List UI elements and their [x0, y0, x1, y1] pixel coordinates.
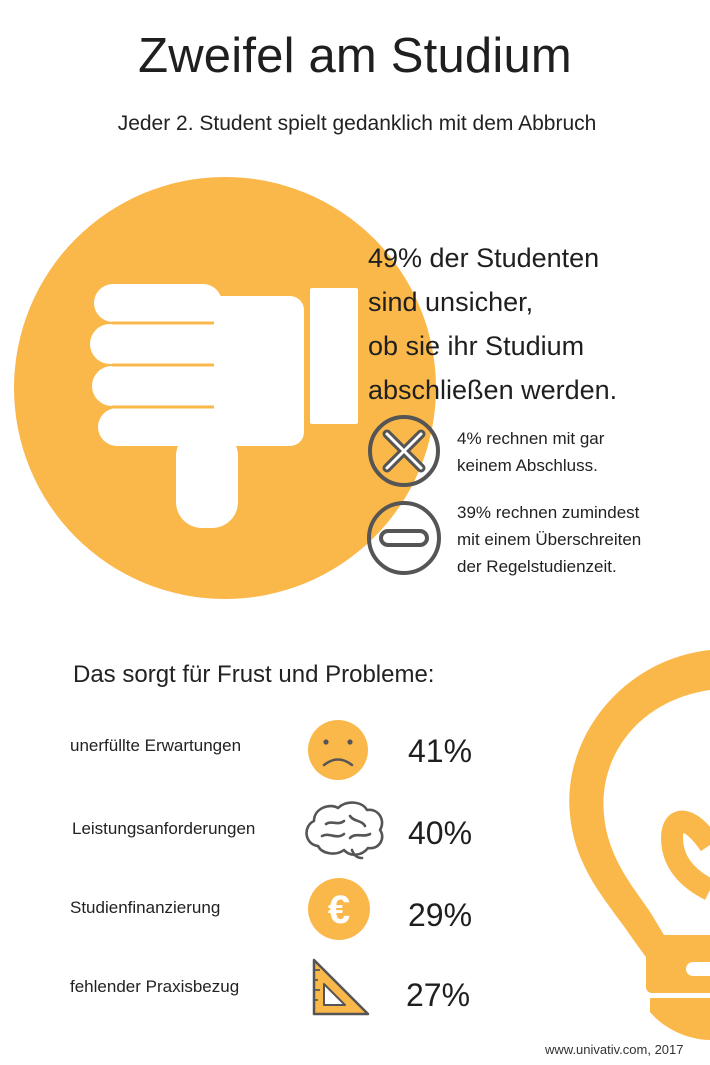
hero-statement: 49% der Studenten sind unsicher, ob sie … [368, 236, 698, 412]
hero-line: sind unsicher, [368, 287, 534, 317]
stat-line: 39% rechnen zumindest [457, 503, 640, 522]
problem-label: Studienfinanzierung [70, 898, 221, 917]
hero-line: ob sie ihr Studium [368, 331, 585, 361]
hero-line: 49% der Studenten [368, 243, 600, 273]
thumbs-down-icon [14, 177, 436, 599]
footer-credit: www.univativ.com, 2017 [545, 1042, 684, 1057]
page-title: Zweifel am Studium [138, 29, 572, 83]
stat-no-degree: 4% rechnen mit gar keinem Abschluss. [457, 425, 604, 479]
euro-icon: € [308, 878, 370, 940]
problem-label: unerfüllte Erwartungen [70, 736, 242, 755]
stat-line: 4% rechnen mit gar [457, 429, 605, 448]
stat-line: mit einem Überschreiten [457, 530, 642, 549]
brain-icon [305, 801, 384, 860]
stat-line: der Regelstudienzeit. [457, 557, 617, 576]
light-bulb-icon [569, 650, 710, 1040]
problem-percent: 27% [406, 977, 471, 1013]
problem-percent: 29% [408, 897, 473, 933]
set-square-icon [312, 958, 370, 1016]
problem-label: fehlender Praxisbezug [70, 977, 240, 996]
problem-percent: 40% [408, 815, 473, 851]
problem-label: Leistungsanforderungen [72, 819, 256, 838]
sad-face-icon [308, 720, 368, 780]
stat-overtime: 39% rechnen zumindest mit einem Überschr… [457, 499, 641, 580]
stat-line: keinem Abschluss. [457, 456, 598, 475]
page-subtitle: Jeder 2. Student spielt gedanklich mit d… [117, 112, 597, 135]
section-heading: Das sorgt für Frust und Probleme: [73, 661, 435, 688]
svg-text:€: € [328, 888, 350, 932]
hero-line: abschließen werden. [368, 375, 618, 405]
minus-circle-icon [367, 501, 441, 575]
problem-percent: 41% [408, 733, 473, 769]
x-circle-icon [368, 415, 440, 487]
